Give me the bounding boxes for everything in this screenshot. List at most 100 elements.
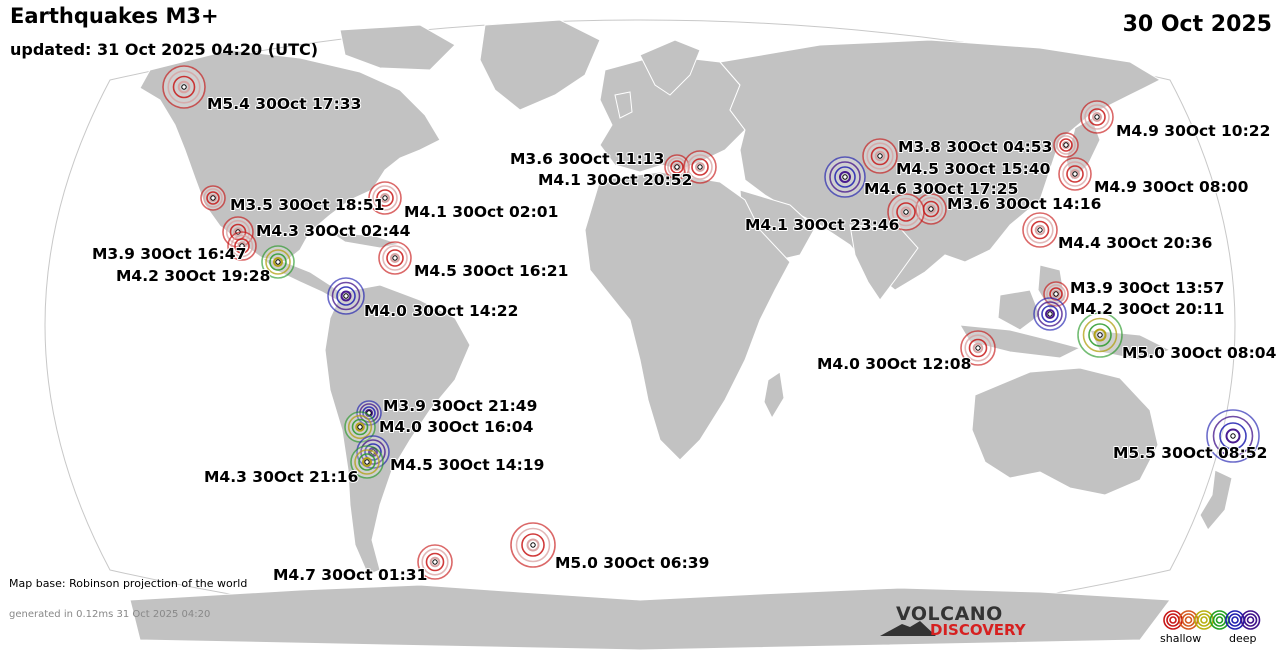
earthquake-label[interactable]: M4.5 30Oct 16:21	[413, 261, 569, 281]
epicenter-dot	[1097, 332, 1103, 338]
updated-timestamp: updated: 31 Oct 2025 04:20 (UTC)	[10, 40, 319, 59]
marker-ring	[926, 204, 936, 214]
marker-ring	[1026, 216, 1054, 244]
logo-text-volcano: VOLCANO	[896, 603, 1003, 625]
earthquake-label[interactable]: M3.9 30Oct 16:47	[91, 244, 247, 264]
earthquake-label[interactable]: M4.3 30Oct 02:44	[255, 221, 412, 241]
legend-ring	[1246, 616, 1255, 624]
earthquake-marker[interactable]	[683, 150, 717, 184]
earthquake-label[interactable]: M3.5 30Oct 18:51	[229, 195, 385, 215]
earthquake-marker[interactable]	[1043, 281, 1069, 307]
earthquake-marker[interactable]	[1053, 132, 1079, 158]
earthquake-label[interactable]: M3.9 30Oct 13:57	[1069, 278, 1225, 298]
earthquake-label[interactable]: M4.3 30Oct 21:16	[203, 467, 359, 487]
earthquake-label[interactable]: M4.4 30Oct 20:36	[1057, 233, 1213, 253]
land-india	[849, 224, 919, 301]
earthquake-marker[interactable]	[1077, 312, 1123, 358]
earthquake-marker[interactable]	[1058, 157, 1092, 191]
earthquake-label[interactable]: M4.2 30Oct 20:11	[1069, 299, 1225, 319]
marker-ring	[177, 80, 191, 94]
marker-ring	[269, 253, 287, 271]
marker-ring	[230, 234, 254, 258]
earthquake-label[interactable]: M4.5 30Oct 14:19	[389, 455, 545, 475]
page-title: Earthquakes M3+	[10, 4, 219, 28]
land-north-america	[139, 49, 441, 263]
earthquake-label[interactable]: M3.9 30Oct 21:49	[382, 396, 538, 416]
earthquake-label[interactable]: M4.1 30Oct 20:52	[537, 170, 693, 190]
earthquake-marker[interactable]	[1022, 212, 1058, 248]
marker-ring	[891, 197, 921, 227]
earthquake-marker[interactable]	[344, 411, 376, 443]
earthquake-label[interactable]: M3.6 30Oct 11:13	[509, 149, 665, 169]
legend-ring	[1240, 610, 1261, 630]
earthquake-marker[interactable]	[862, 138, 898, 174]
earthquake-label[interactable]: M5.5 30Oct 08:52	[1112, 443, 1268, 463]
earthquake-label[interactable]: M5.4 30Oct 17:33	[206, 94, 362, 114]
marker-ring	[225, 219, 251, 245]
earthquake-marker[interactable]	[1206, 409, 1260, 463]
earthquake-marker[interactable]	[327, 277, 365, 315]
marker-ring	[1219, 422, 1247, 450]
epicenter-dot	[674, 164, 680, 170]
earthquake-marker[interactable]	[1080, 100, 1114, 134]
epicenter-dot	[275, 259, 281, 265]
earthquake-label[interactable]: M4.1 30Oct 02:01	[403, 202, 559, 222]
legend-ring	[1166, 613, 1180, 627]
earthquake-marker[interactable]	[200, 185, 226, 211]
earthquake-marker[interactable]	[350, 445, 384, 479]
marker-ring	[331, 281, 361, 311]
earthquake-marker[interactable]	[162, 65, 206, 109]
marker-ring	[1082, 317, 1118, 353]
land-south-america	[324, 284, 471, 576]
volcano-discovery-logo[interactable]: VOLCANO DISCOVERY	[880, 603, 1040, 643]
marker-ring	[364, 443, 382, 461]
depth-legend-icons	[1163, 610, 1261, 630]
earthquake-label[interactable]: M4.0 30Oct 16:04	[378, 417, 535, 437]
earthquake-label[interactable]: M4.1 30Oct 23:46	[744, 215, 900, 235]
marker-ring	[834, 166, 856, 188]
earthquake-marker[interactable]	[261, 245, 295, 279]
marker-ring	[1088, 108, 1106, 126]
marker-ring	[1084, 104, 1110, 130]
earthquake-marker[interactable]	[417, 544, 453, 580]
epicenter-dot	[697, 164, 703, 170]
marker-ring	[1056, 135, 1076, 155]
marker-ring	[673, 163, 681, 171]
earthquake-label[interactable]: M4.2 30Oct 19:28	[115, 266, 271, 286]
marker-ring	[1092, 112, 1102, 122]
epicenter-dot	[1063, 142, 1069, 148]
marker-ring	[667, 157, 687, 177]
earthquake-label[interactable]: M4.7 30Oct 01:31	[272, 565, 428, 585]
earthquake-label[interactable]: M4.0 30Oct 14:22	[363, 301, 519, 321]
marker-ring	[866, 142, 894, 170]
marker-ring	[839, 171, 851, 183]
marker-ring	[670, 160, 684, 174]
earthquake-marker[interactable]	[368, 181, 402, 215]
legend-ring	[1181, 613, 1196, 627]
earthquake-marker[interactable]	[378, 241, 412, 275]
earthquake-label[interactable]: M4.9 30Oct 08:00	[1093, 177, 1250, 197]
epicenter-dot	[239, 243, 245, 249]
earthquake-marker[interactable]	[824, 156, 866, 198]
marker-ring	[380, 193, 390, 203]
marker-ring	[1070, 169, 1080, 179]
earthquake-label[interactable]: M5.0 30Oct 08:04	[1121, 343, 1278, 363]
earthquake-marker[interactable]	[1033, 297, 1067, 331]
earthquake-label[interactable]: M4.5 30Oct 15:40	[895, 159, 1052, 179]
legend-ring	[1200, 616, 1208, 624]
earthquake-label[interactable]: M3.8 30Oct 04:53	[897, 137, 1053, 157]
earthquake-label[interactable]: M5.0 30Oct 06:39	[554, 553, 710, 573]
earthquake-label[interactable]: M3.6 30Oct 14:16	[946, 194, 1102, 214]
marker-ring	[351, 418, 369, 436]
earthquake-label[interactable]: M4.9 30Oct 10:22	[1115, 121, 1271, 141]
earthquake-marker[interactable]	[887, 193, 925, 231]
earthquake-marker[interactable]	[664, 154, 690, 180]
earthquake-label[interactable]: M4.0 30Oct 12:08	[816, 354, 972, 374]
earthquake-marker[interactable]	[960, 330, 996, 366]
earthquake-marker[interactable]	[510, 522, 556, 568]
marker-ring	[425, 552, 445, 572]
earthquake-marker[interactable]	[227, 231, 257, 261]
earthquake-label[interactable]: M4.6 30Oct 17:25	[863, 179, 1019, 199]
